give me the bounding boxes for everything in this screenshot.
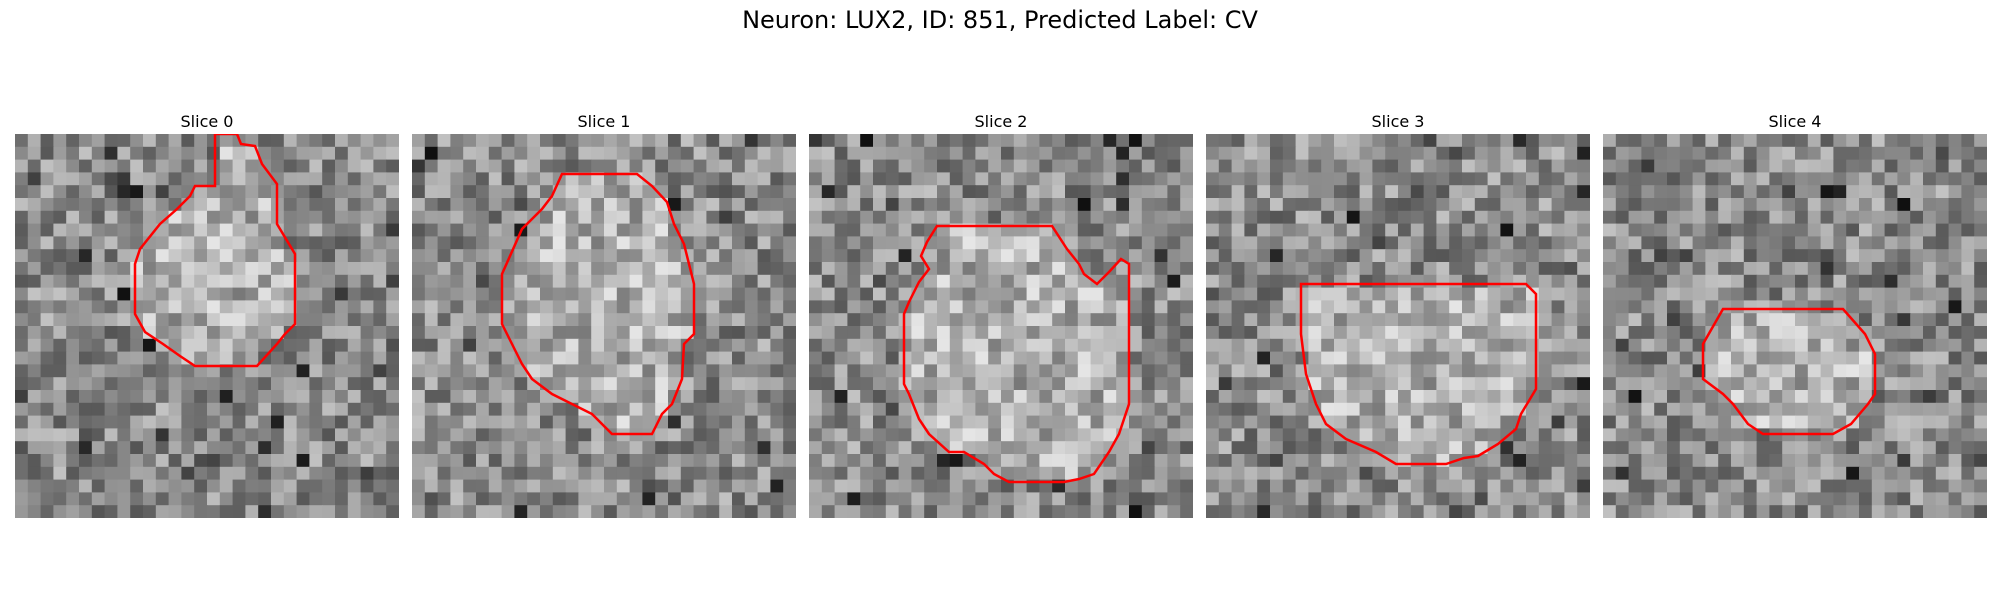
slice-image-1 (412, 134, 796, 518)
roi-contour (133, 134, 297, 368)
roi-contour (1701, 307, 1877, 436)
slice-title: Slice 4 (1768, 112, 1822, 131)
roi-contour (1299, 282, 1538, 466)
slice-image-3 (1206, 134, 1590, 518)
slice-title: Slice 1 (577, 112, 631, 131)
slice-title: Slice 0 (180, 112, 234, 131)
slice-image-0 (15, 134, 399, 518)
slice-title: Slice 3 (1371, 112, 1425, 131)
roi-contour (500, 172, 696, 436)
roi-contour (902, 224, 1131, 484)
figure-title: Neuron: LUX2, ID: 851, Predicted Label: … (742, 6, 1258, 34)
slice-title: Slice 2 (974, 112, 1028, 131)
slice-image-2 (809, 134, 1193, 518)
slice-image-4 (1603, 134, 1987, 518)
